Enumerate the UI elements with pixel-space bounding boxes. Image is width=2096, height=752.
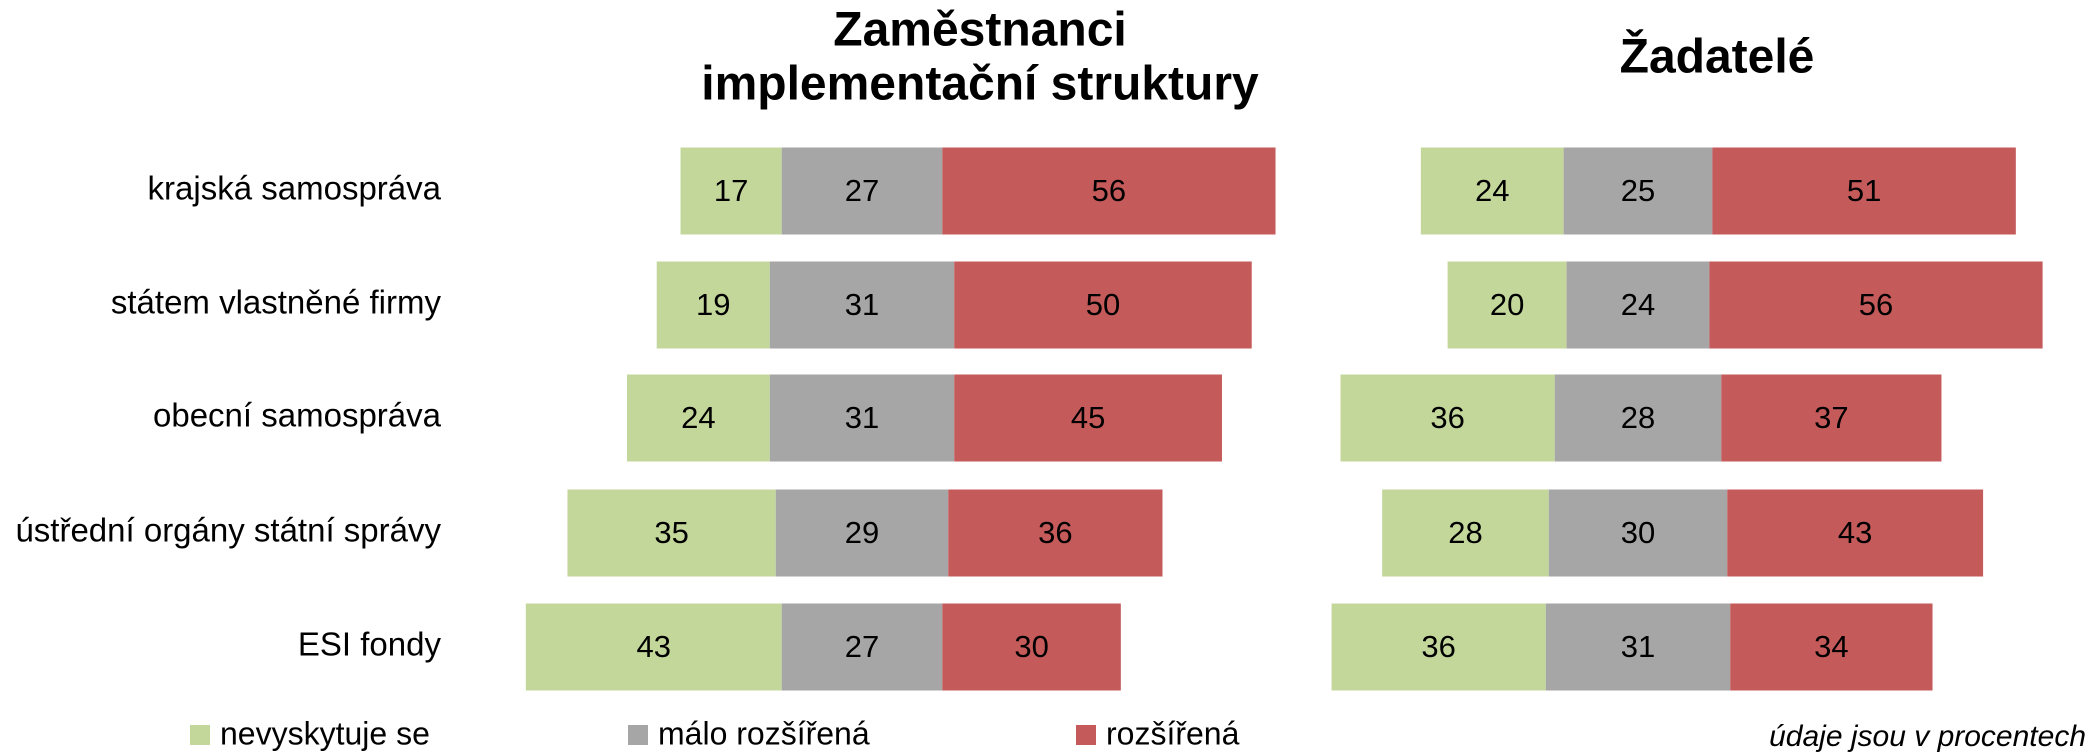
bar-segment <box>680 147 782 235</box>
value-label: 27 <box>845 173 879 208</box>
bar-segment <box>656 261 770 349</box>
value-label: 30 <box>1014 629 1048 664</box>
bar-segment <box>1420 147 1564 235</box>
value-label: 50 <box>1086 287 1120 322</box>
bar-segment <box>1382 489 1549 577</box>
value-label: 27 <box>845 629 879 664</box>
bar-segment <box>1566 261 1710 349</box>
legend-label: rozšířená <box>1106 715 1240 751</box>
bar-segment <box>1447 261 1567 349</box>
value-label: 35 <box>654 515 688 550</box>
value-label: 24 <box>1475 173 1509 208</box>
bar-segment <box>1563 147 1713 235</box>
bar-segment <box>954 374 1222 462</box>
bar-segment <box>567 489 776 577</box>
value-label: 28 <box>1621 400 1655 435</box>
legend-label: málo rozšířená <box>658 715 870 751</box>
bar-segment <box>942 603 1121 691</box>
bar-segment <box>954 261 1252 349</box>
value-label: 19 <box>696 287 730 322</box>
bar-segment <box>769 374 955 462</box>
value-label: 36 <box>1038 515 1072 550</box>
bar-segment <box>1554 374 1722 462</box>
bar-segment <box>942 147 1276 235</box>
value-label: 36 <box>1430 400 1464 435</box>
bar-segment <box>525 603 782 691</box>
panel-title: Žadatelé <box>1620 29 1815 84</box>
legend-label: nevyskytuje se <box>220 715 430 751</box>
value-label: 25 <box>1621 173 1655 208</box>
bar-segment <box>1340 374 1555 462</box>
value-label: 34 <box>1814 629 1848 664</box>
value-label: 43 <box>637 629 671 664</box>
bar-segment <box>1545 603 1731 691</box>
legend-swatch <box>190 725 210 745</box>
category-label: ústřední orgány státní správy <box>15 512 441 549</box>
bar-segment <box>1712 147 2016 235</box>
bar-segment <box>775 489 949 577</box>
bar-segment <box>1548 489 1728 577</box>
category-label: ESI fondy <box>298 626 442 663</box>
value-label: 29 <box>845 515 879 550</box>
category-label: obecní samospráva <box>153 397 442 434</box>
value-label: 24 <box>681 400 715 435</box>
value-label: 31 <box>845 400 879 435</box>
bar-segment <box>781 147 943 235</box>
value-label: 20 <box>1490 287 1524 322</box>
bar-segment <box>948 489 1163 577</box>
legend-swatch <box>628 725 648 745</box>
category-label: státem vlastněné firmy <box>111 284 442 321</box>
value-label: 17 <box>714 173 748 208</box>
bar-segment <box>1709 261 2043 349</box>
value-label: 51 <box>1847 173 1881 208</box>
value-label: 45 <box>1071 400 1105 435</box>
legend-swatch <box>1076 725 1096 745</box>
value-label: 56 <box>1092 173 1126 208</box>
panel-title: implementační struktury <box>701 58 1259 111</box>
value-label: 37 <box>1814 400 1848 435</box>
bar-segment <box>626 374 770 462</box>
bar-segment <box>781 603 943 691</box>
bar-segment <box>769 261 955 349</box>
value-label: 31 <box>1621 629 1655 664</box>
category-label: krajská samospráva <box>148 170 442 207</box>
bar-segment <box>1331 603 1546 691</box>
bar-segment <box>1727 489 1984 577</box>
value-label: 24 <box>1621 287 1655 322</box>
panel-title: Zaměstnanci <box>833 4 1126 57</box>
value-label: 30 <box>1621 515 1655 550</box>
value-label: 36 <box>1421 629 1455 664</box>
value-label: 28 <box>1448 515 1482 550</box>
bar-segment <box>1721 374 1942 462</box>
value-label: 31 <box>845 287 879 322</box>
note: údaje jsou v procentech <box>1769 720 2086 752</box>
bar-segment <box>1730 603 1933 691</box>
value-label: 43 <box>1838 515 1872 550</box>
value-label: 56 <box>1859 287 1893 322</box>
